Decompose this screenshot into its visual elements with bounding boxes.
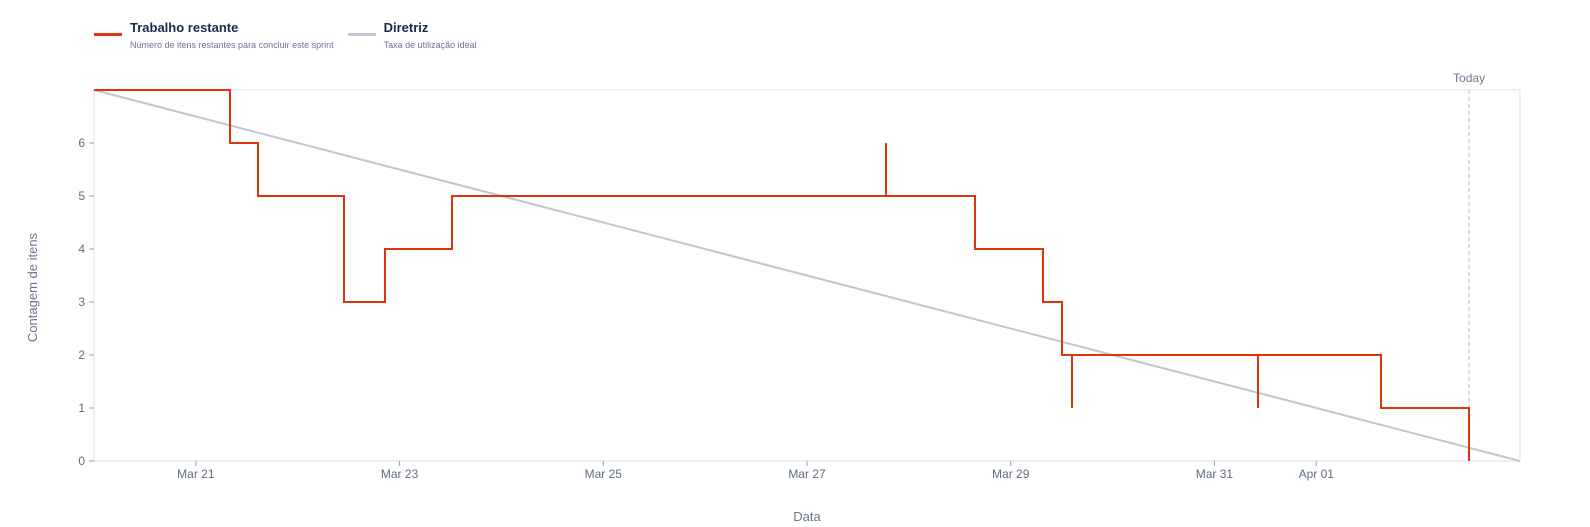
remaining-work-line xyxy=(94,89,1470,461)
y-axis-title: Contagem de itens xyxy=(25,232,40,342)
x-tick-label: Mar 29 xyxy=(992,467,1030,481)
legend-item-guideline[interactable]: Diretriz Taxa de utilização ideal xyxy=(347,20,477,51)
y-tick-label: 0 xyxy=(78,454,85,468)
x-tick-label: Mar 21 xyxy=(177,467,215,481)
y-tick-label: 5 xyxy=(78,189,85,203)
x-tick-label: Mar 31 xyxy=(1196,467,1234,481)
legend-name: Trabalho restante xyxy=(130,20,239,35)
today-label: Today xyxy=(1453,71,1485,85)
chart-legend: Trabalho restante Número de itens restan… xyxy=(94,20,477,51)
y-tick-label: 2 xyxy=(78,348,85,362)
legend-swatch-guideline xyxy=(347,33,376,36)
legend-swatch-remaining xyxy=(94,33,122,36)
y-tick-label: 3 xyxy=(78,295,85,309)
y-tick-label: 1 xyxy=(78,401,85,415)
guideline-line xyxy=(93,89,1521,462)
x-axis-title: Data xyxy=(793,509,821,524)
legend-item-remaining[interactable]: Trabalho restante Número de itens restan… xyxy=(94,20,334,51)
x-tick-label: Mar 27 xyxy=(788,467,826,481)
y-tick-label: 6 xyxy=(78,136,85,150)
legend-name: Diretriz xyxy=(383,20,429,35)
x-tick-label: Mar 23 xyxy=(381,467,419,481)
x-tick-label: Mar 25 xyxy=(585,467,623,481)
y-tick-label: 4 xyxy=(78,242,85,256)
x-tick-label: Apr 01 xyxy=(1299,467,1335,481)
legend-description: Número de itens restantes para concluir … xyxy=(130,40,334,50)
legend-description: Taxa de utilização ideal xyxy=(383,40,477,50)
